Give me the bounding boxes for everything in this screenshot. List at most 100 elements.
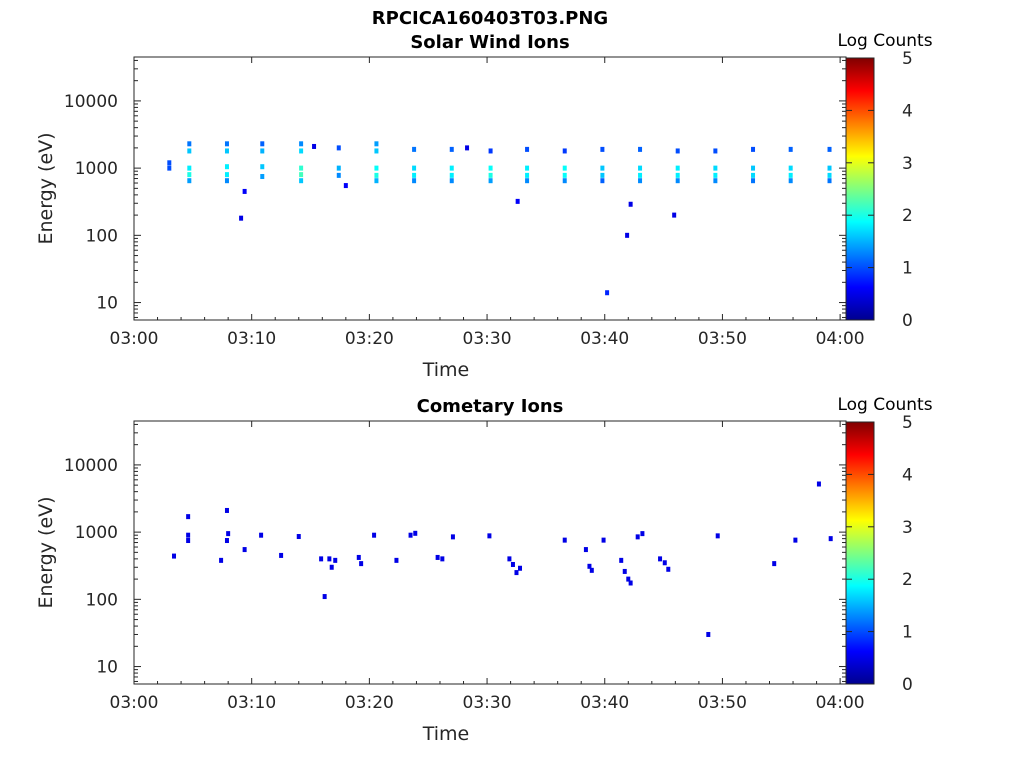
data-cell xyxy=(510,561,515,567)
data-cell xyxy=(525,165,530,171)
data-cell xyxy=(587,563,592,569)
data-cell xyxy=(219,557,224,563)
data-cell xyxy=(562,178,567,184)
data-cell xyxy=(187,172,192,178)
data-cell xyxy=(751,146,756,152)
data-cell xyxy=(713,165,718,171)
data-cell xyxy=(525,172,530,178)
data-cell xyxy=(788,165,793,171)
data-cell xyxy=(793,537,798,543)
data-cell xyxy=(635,534,640,540)
y-tick-label: 100 xyxy=(86,590,118,610)
data-cell xyxy=(625,232,630,238)
data-cell xyxy=(706,631,711,637)
figure-title: RPCICA160403T03.PNG xyxy=(371,8,609,29)
data-cell xyxy=(816,481,821,487)
data-cell xyxy=(224,178,229,184)
panel-title-solar-wind: Solar Wind Ions xyxy=(410,32,570,53)
data-cell xyxy=(224,172,229,178)
data-cell xyxy=(600,165,605,171)
data-cell xyxy=(518,565,523,571)
y-tick-label: 10000 xyxy=(64,92,118,112)
plot-area xyxy=(133,420,847,685)
data-cell xyxy=(672,212,677,218)
data-cell xyxy=(788,172,793,178)
data-cell xyxy=(562,172,567,178)
x-tick-label: 03:20 xyxy=(345,329,394,349)
x-tick-label: 03:50 xyxy=(698,329,747,349)
data-cell xyxy=(488,148,493,154)
data-cell xyxy=(299,178,304,184)
data-cell xyxy=(638,146,643,152)
y-axis-label: Energy (eV) xyxy=(35,496,57,608)
colorbar-tick-label: 4 xyxy=(902,101,913,121)
data-cell xyxy=(299,172,304,178)
data-cell xyxy=(640,531,645,537)
data-cell xyxy=(751,165,756,171)
plot-area xyxy=(133,56,847,321)
data-cell xyxy=(224,507,229,513)
data-cell xyxy=(675,178,680,184)
data-cell xyxy=(525,146,530,152)
data-cell xyxy=(713,148,718,154)
x-tick-label: 04:00 xyxy=(816,329,865,349)
data-cell xyxy=(449,178,454,184)
data-cell xyxy=(333,557,338,563)
data-cell xyxy=(336,172,341,178)
data-cell xyxy=(589,567,594,573)
data-cell xyxy=(488,172,493,178)
data-cell xyxy=(226,531,231,537)
data-cell xyxy=(356,554,361,560)
data-cell xyxy=(187,165,192,171)
data-cell xyxy=(449,146,454,152)
data-cell xyxy=(450,534,455,540)
data-cell xyxy=(751,178,756,184)
colorbar-tick-label: 0 xyxy=(902,675,913,695)
data-cell xyxy=(186,538,191,544)
cometary-panel: 03:00 03:10 03:20 03:30 03:40 03:50 04:00 10 100… xyxy=(35,420,865,745)
colorbar-tick-label: 3 xyxy=(902,154,913,174)
data-cell xyxy=(167,160,172,166)
y-tick-label: 1000 xyxy=(75,523,118,543)
data-cell xyxy=(260,164,265,170)
colorbar-tick-label: 4 xyxy=(902,465,913,485)
data-cell xyxy=(638,165,643,171)
data-cell xyxy=(374,172,379,178)
data-cell xyxy=(440,556,445,562)
data-cell xyxy=(374,148,379,154)
data-cell xyxy=(827,146,832,152)
data-cell xyxy=(242,547,247,553)
data-cell xyxy=(435,554,440,560)
data-cell xyxy=(329,564,334,570)
data-cell xyxy=(675,165,680,171)
data-cell xyxy=(336,145,341,151)
data-cell xyxy=(187,178,192,184)
data-cell xyxy=(242,188,247,194)
data-cell xyxy=(583,547,588,553)
x-tick-label: 03:10 xyxy=(227,693,276,713)
data-cell xyxy=(562,148,567,154)
data-cell xyxy=(713,172,718,178)
data-cell xyxy=(628,580,633,586)
x-tick-label: 03:30 xyxy=(463,329,512,349)
x-tick-label: 03:50 xyxy=(698,693,747,713)
data-cell xyxy=(562,537,567,543)
data-cell xyxy=(715,533,720,539)
x-tick-label: 03:30 xyxy=(463,693,512,713)
data-cell xyxy=(772,561,777,567)
colorbar-tick-label: 5 xyxy=(902,49,913,69)
x-axis-label: Time xyxy=(422,723,470,745)
colorbar-tick-label: 0 xyxy=(902,311,913,331)
data-cell xyxy=(299,165,304,171)
data-cell xyxy=(260,174,265,180)
data-cell xyxy=(487,533,492,539)
x-tick-label: 03:40 xyxy=(580,329,629,349)
data-cell xyxy=(374,141,379,147)
x-tick-label: 03:10 xyxy=(227,329,276,349)
y-tick-label: 10 xyxy=(96,658,118,678)
x-tick-label: 03:40 xyxy=(580,693,629,713)
data-cell xyxy=(788,178,793,184)
data-cell xyxy=(312,143,317,149)
data-cell xyxy=(296,534,301,540)
data-cell xyxy=(359,561,364,567)
